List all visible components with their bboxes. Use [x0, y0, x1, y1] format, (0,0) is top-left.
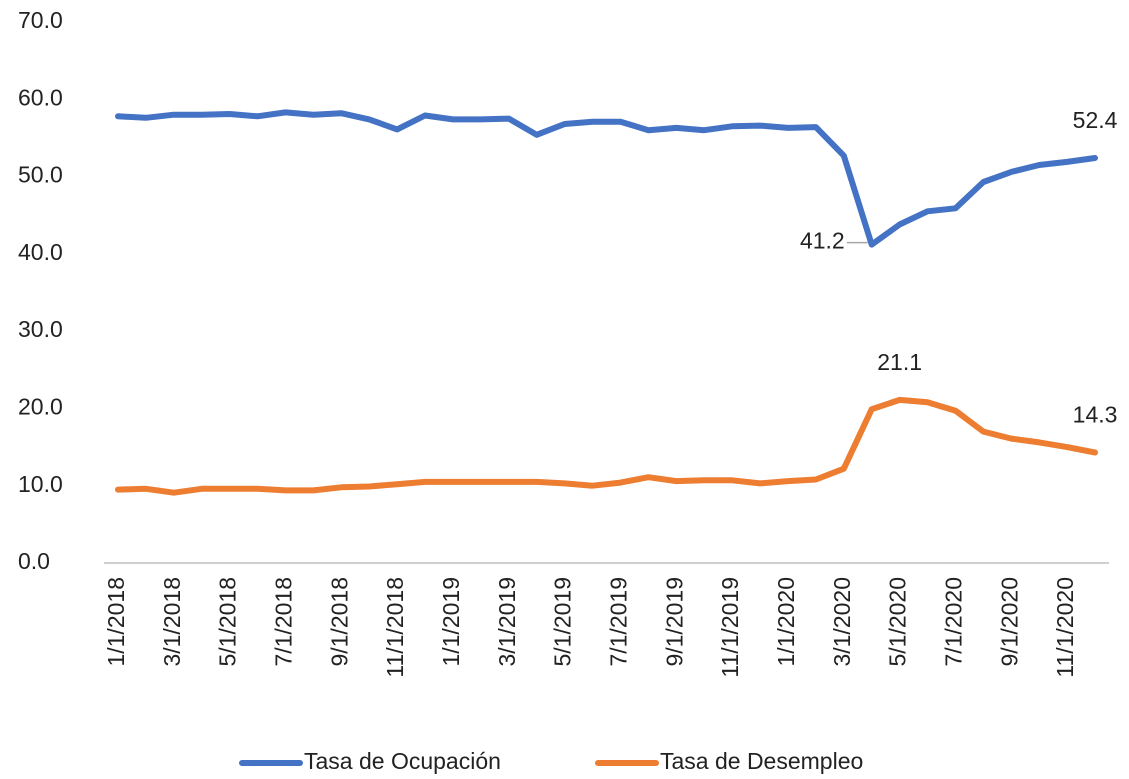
x-tick-label: 5/1/2019	[550, 577, 576, 667]
x-tick-label: 1/1/2019	[438, 577, 464, 667]
legend-label: Tasa de Desempleo	[660, 748, 863, 774]
y-tick-label: 20.0	[18, 394, 63, 420]
x-tick-label: 3/1/2018	[159, 577, 185, 667]
series-line	[115, 396, 1098, 496]
data-label: 41.2	[800, 228, 845, 254]
y-tick-label: 60.0	[18, 84, 63, 110]
y-tick-label: 70.0	[18, 7, 63, 33]
y-tick-label: 10.0	[18, 471, 63, 497]
data-label: 14.3	[1073, 402, 1118, 428]
x-tick-label: 3/1/2019	[494, 577, 520, 667]
x-tick-label: 7/1/2019	[606, 577, 632, 667]
series-line	[115, 109, 1098, 248]
data-label: 52.4	[1073, 107, 1118, 133]
y-tick-label: 50.0	[18, 162, 63, 188]
x-tick-label: 3/1/2020	[829, 577, 855, 667]
y-tick-label: 0.0	[18, 548, 50, 574]
x-tick-label: 9/1/2018	[326, 577, 352, 667]
y-tick-label: 30.0	[18, 316, 63, 342]
data-label: 21.1	[877, 349, 922, 375]
legend-label: Tasa de Ocupación	[304, 748, 501, 774]
x-tick-label: 9/1/2020	[996, 577, 1022, 667]
x-tick-label: 11/1/2019	[717, 577, 743, 678]
x-tick-label: 7/1/2018	[271, 577, 297, 667]
x-tick-label: 9/1/2019	[661, 577, 687, 667]
x-tick-label: 11/1/2018	[382, 577, 408, 678]
x-tick-label: 11/1/2020	[1052, 577, 1078, 678]
x-tick-label: 5/1/2018	[215, 577, 241, 667]
x-tick-label: 1/1/2020	[773, 577, 799, 667]
x-tick-label: 5/1/2020	[885, 577, 911, 667]
x-tick-label: 1/1/2018	[103, 577, 129, 667]
x-tick-label: 7/1/2020	[941, 577, 967, 667]
y-tick-label: 40.0	[18, 239, 63, 265]
